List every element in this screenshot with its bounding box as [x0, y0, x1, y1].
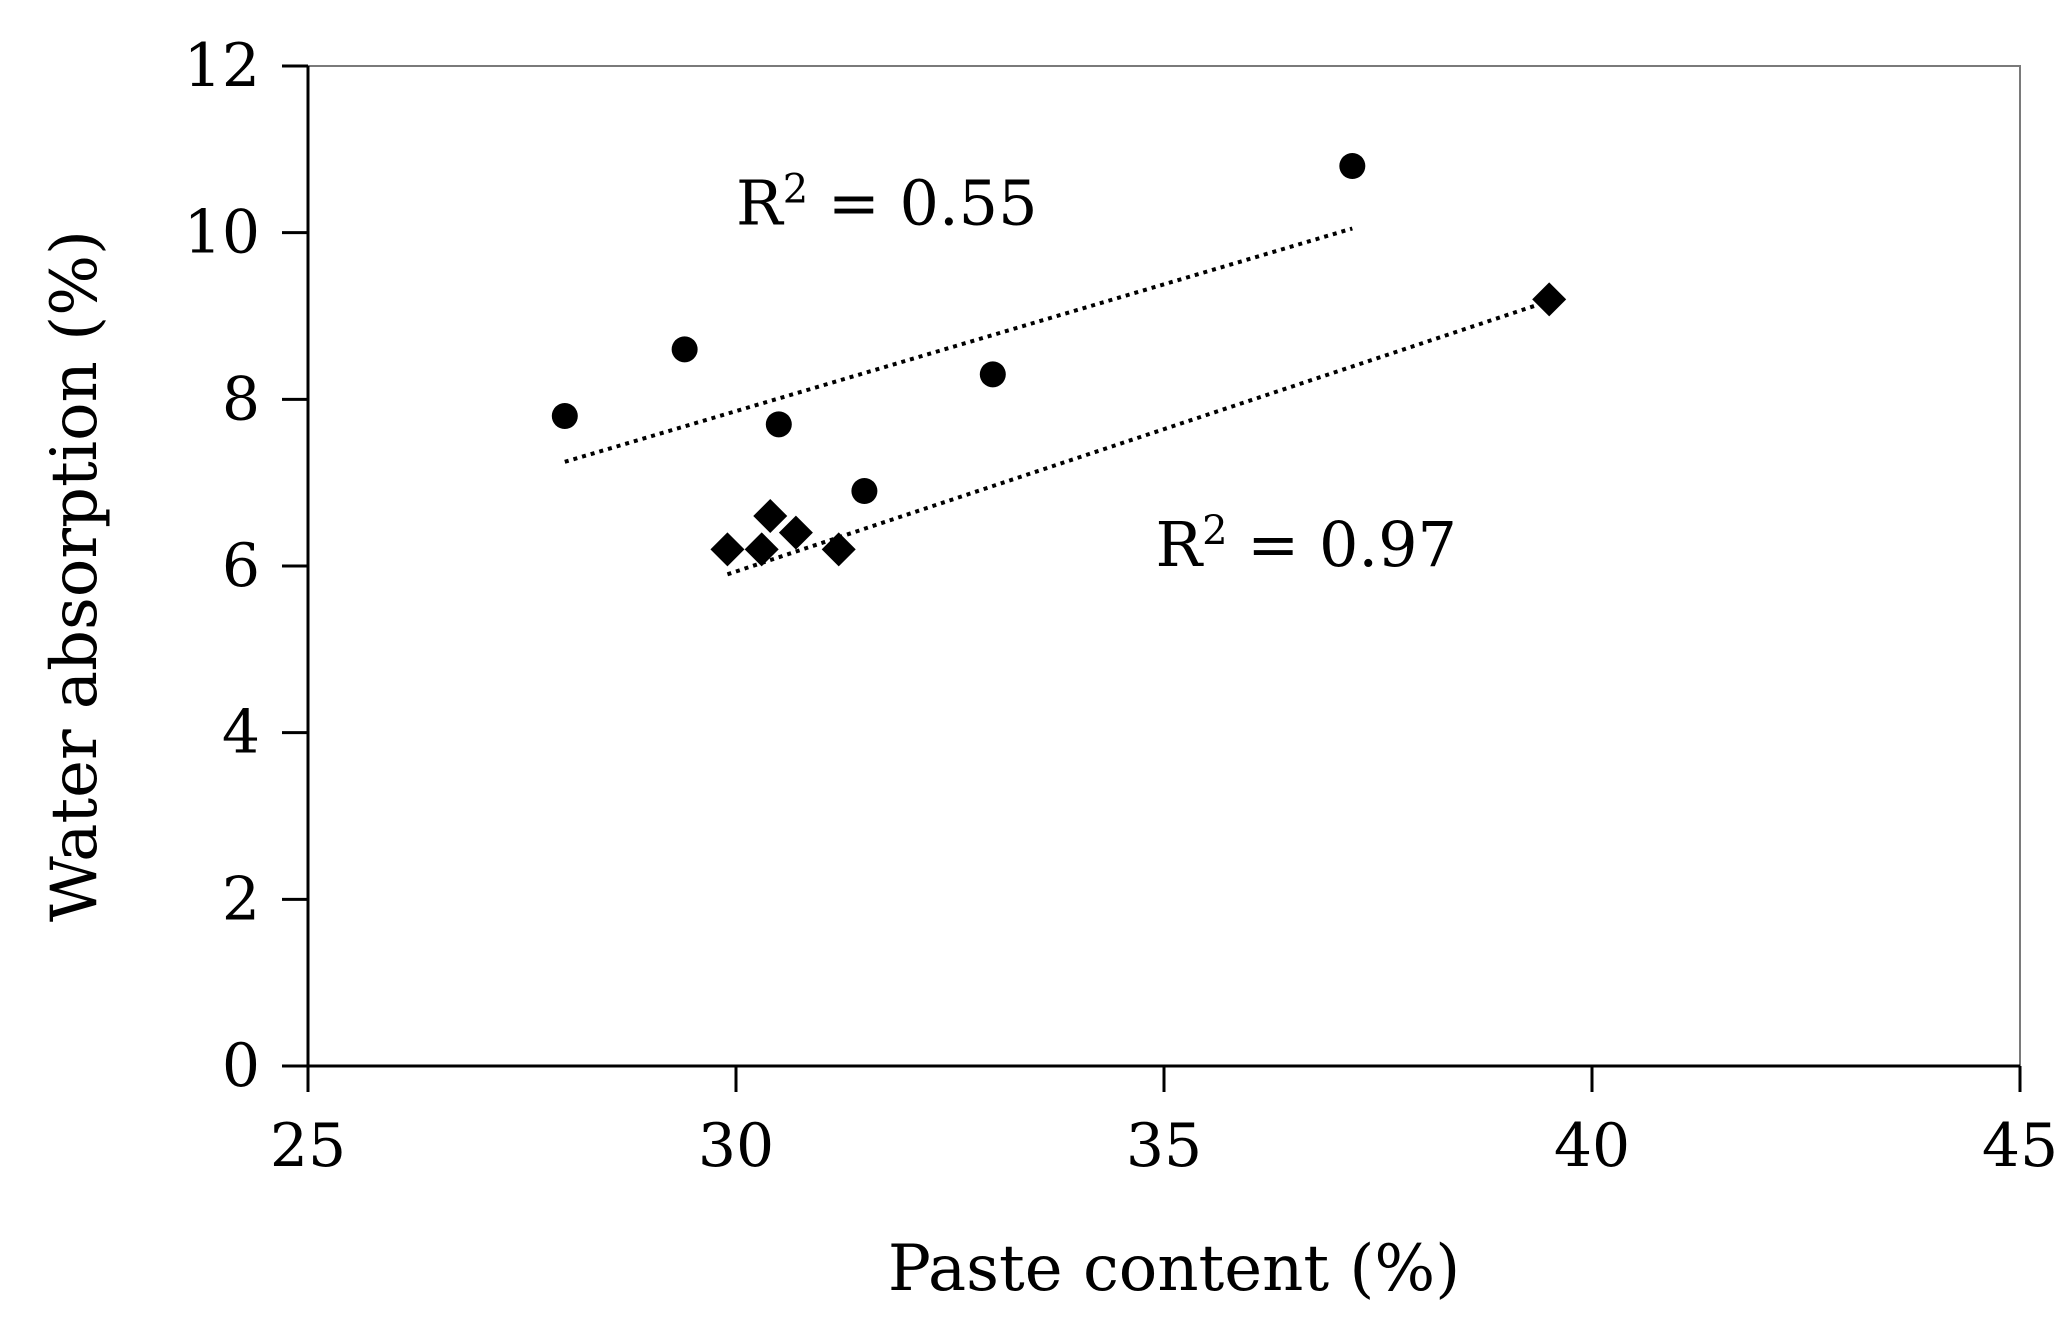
y-tick-label: 12 [184, 31, 260, 101]
trendline-series-1 [564, 226, 1353, 464]
x-tick-label: 40 [1554, 1111, 1630, 1181]
data-point-circle [979, 361, 1006, 388]
y-tick-label: 4 [222, 698, 260, 768]
y-tick-label: 0 [222, 1031, 260, 1101]
y-tick-label: 8 [222, 364, 260, 434]
trendline-series-2 [726, 299, 1550, 577]
data-point-circle [765, 411, 792, 438]
data-point-diamond [753, 499, 788, 533]
r-squared-label-2: R2 = 0.97 [1155, 508, 1457, 581]
data-point-diamond [778, 515, 813, 550]
x-tick-label: 35 [1126, 1111, 1202, 1181]
data-point-diamond [1532, 282, 1567, 317]
data-point-circle [1339, 153, 1366, 179]
x-axis-title: Paste content (%) [888, 1232, 1460, 1306]
data-point-diamond [710, 532, 745, 567]
x-tick-label: 30 [698, 1111, 774, 1181]
y-tick-label: 6 [222, 531, 260, 601]
y-axis-title: Water absorption (%) [38, 230, 112, 922]
y-tick-label: 2 [222, 864, 260, 934]
r-squared-label-1: R2 = 0.55 [736, 166, 1038, 239]
data-point-circle [671, 336, 698, 363]
data-point-diamond [821, 532, 856, 567]
data-point-diamond [744, 532, 779, 567]
y-tick-label: 10 [184, 198, 260, 268]
x-tick-label: 25 [270, 1111, 346, 1181]
data-point-circle [851, 478, 878, 504]
x-tick-label: 45 [1982, 1111, 2058, 1181]
data-point-circle [551, 403, 578, 429]
